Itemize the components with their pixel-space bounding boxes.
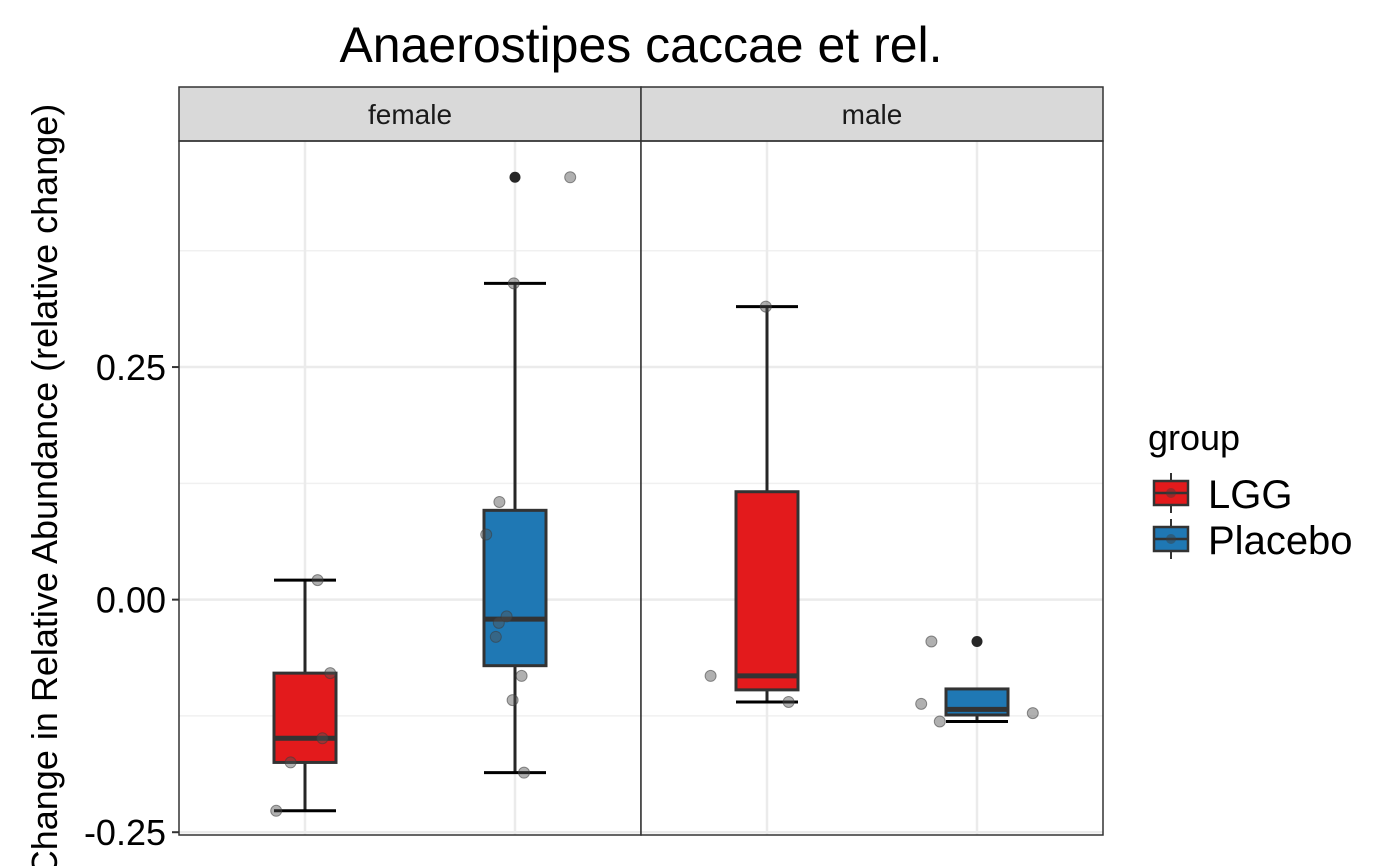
box-female-Placebo bbox=[482, 171, 548, 775]
facet-strip-label: female bbox=[368, 99, 452, 130]
jitter-point bbox=[316, 732, 329, 745]
jitter-point bbox=[933, 715, 946, 728]
box-body bbox=[482, 508, 548, 668]
facet-strip bbox=[178, 86, 642, 142]
jitter-point bbox=[480, 528, 493, 541]
y-axis-title: Change in Relative Abundance (relative c… bbox=[24, 104, 65, 866]
facet-strip-label: male bbox=[842, 99, 903, 130]
jitter-point bbox=[507, 277, 520, 290]
jitter-point bbox=[506, 694, 519, 707]
jitter-point bbox=[324, 667, 337, 680]
panel-background bbox=[641, 141, 1103, 835]
box-body bbox=[734, 490, 800, 692]
y-tick-label: 0.00 bbox=[96, 580, 166, 621]
jitter-point bbox=[270, 804, 283, 817]
outlier-point bbox=[971, 635, 983, 647]
facet-panel-female: female bbox=[178, 86, 642, 836]
y-axis: -0.25 0.00 0.25 bbox=[84, 347, 179, 853]
facet-panel-male: male bbox=[640, 86, 1104, 836]
jitter-point bbox=[500, 610, 513, 623]
legend-title: group bbox=[1148, 417, 1240, 458]
jitter-point bbox=[489, 630, 502, 643]
jitter-point bbox=[782, 695, 795, 708]
y-tick-label: 0.25 bbox=[96, 347, 166, 388]
jitter-point bbox=[1026, 707, 1039, 720]
jitter-point bbox=[925, 635, 938, 648]
legend-key-point bbox=[1166, 534, 1176, 544]
panel-border bbox=[640, 140, 1104, 836]
outlier-point bbox=[509, 171, 521, 183]
legend-key-point bbox=[1166, 488, 1176, 498]
jitter-point bbox=[311, 574, 324, 587]
box-male-Placebo bbox=[944, 635, 1010, 724]
jitter-point bbox=[493, 495, 506, 508]
jitter-point bbox=[759, 300, 772, 313]
chart-title: Anaerostipes caccae et rel. bbox=[339, 17, 942, 73]
jitter-point bbox=[518, 766, 530, 779]
jitter-point bbox=[915, 697, 928, 710]
box-female-LGG bbox=[272, 578, 338, 813]
panel-background bbox=[179, 141, 641, 835]
facet-panels: female male bbox=[178, 86, 1104, 836]
jitter-point bbox=[492, 616, 505, 629]
jitter-point bbox=[284, 756, 297, 769]
facet-strip bbox=[640, 86, 1104, 142]
y-tick-label: -0.25 bbox=[84, 812, 166, 853]
jitter-point bbox=[564, 171, 577, 184]
legend-label-Placebo: Placebo bbox=[1208, 519, 1353, 563]
box-body bbox=[272, 671, 338, 764]
jitter-point bbox=[704, 669, 717, 682]
box-male-LGG bbox=[734, 305, 800, 704]
legend-label-LGG: LGG bbox=[1208, 473, 1292, 517]
jitter-point bbox=[515, 669, 528, 682]
